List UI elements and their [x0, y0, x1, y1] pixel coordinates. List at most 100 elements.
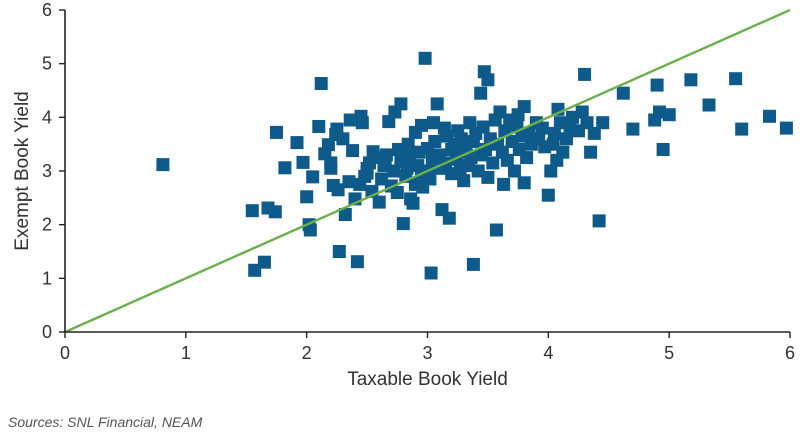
data-point [300, 190, 314, 204]
y-tick-label: 0 [42, 322, 52, 342]
data-point [584, 145, 598, 159]
data-point [626, 122, 640, 136]
data-point [336, 132, 350, 146]
data-point [278, 161, 292, 175]
x-tick-label: 3 [422, 343, 432, 363]
data-point [508, 164, 521, 178]
data-point [427, 116, 440, 130]
data-point [763, 109, 776, 123]
data-point [520, 151, 534, 165]
data-point [343, 113, 357, 127]
data-point [406, 196, 420, 210]
data-point [481, 170, 495, 184]
y-tick-label: 6 [42, 0, 52, 20]
source-note: Sources: SNL Financial, NEAM [8, 414, 203, 430]
data-point [379, 148, 393, 162]
y-tick-label: 5 [42, 54, 52, 74]
data-point [350, 255, 364, 269]
y-tick-label: 3 [42, 161, 52, 181]
data-point [396, 217, 410, 231]
data-point [401, 137, 415, 151]
tick-labels: 0 1 2 3 4 5 6 0 1 2 3 4 5 6 [42, 0, 795, 363]
x-tick-label: 6 [785, 343, 795, 363]
data-point [457, 174, 471, 188]
data-point [592, 214, 606, 228]
data-point [476, 120, 490, 134]
data-point [575, 105, 589, 119]
data-point [500, 153, 514, 167]
data-point [535, 121, 549, 135]
data-point [324, 156, 338, 170]
data-point [662, 108, 676, 122]
reference-line [64, 8, 791, 334]
data-point [466, 257, 480, 271]
data-point [346, 144, 360, 158]
data-point [580, 116, 594, 130]
x-tick-label: 1 [181, 343, 191, 363]
data-point [517, 176, 531, 190]
y-axis-title: Exempt Book Yield [12, 91, 33, 250]
data-point [290, 136, 304, 150]
data-point [547, 126, 561, 140]
data-point [332, 245, 346, 258]
data-point [394, 97, 408, 111]
data-point [729, 72, 743, 86]
y-tick-label: 4 [42, 107, 52, 127]
data-point [312, 120, 326, 133]
data-point [616, 86, 630, 100]
data-point [257, 255, 271, 269]
data-point [424, 266, 438, 280]
x-tick-label: 0 [60, 343, 70, 363]
data-point [268, 205, 282, 219]
data-point [735, 122, 749, 136]
data-point [684, 73, 698, 87]
axes [59, 9, 791, 338]
data-point [578, 67, 592, 81]
data-point [303, 223, 317, 237]
data-point [314, 77, 328, 90]
data-point [481, 73, 495, 87]
data-point [596, 116, 610, 130]
x-tick-label: 2 [302, 343, 312, 363]
x-tick-label: 4 [543, 343, 553, 363]
data-point [270, 125, 283, 139]
data-point [372, 195, 386, 209]
data-point [342, 175, 356, 189]
data-point [587, 126, 601, 140]
points-layer [156, 51, 793, 280]
data-point [702, 98, 716, 112]
data-point [306, 170, 320, 184]
data-point [463, 116, 477, 130]
data-point [544, 164, 558, 178]
data-point [560, 132, 573, 146]
data-point [338, 208, 352, 221]
data-point [418, 51, 432, 65]
y-tick-label: 1 [42, 268, 52, 288]
data-point [390, 186, 404, 199]
x-axis-title: Taxable Book Yield [347, 369, 508, 390]
y-tick-label: 2 [42, 215, 52, 235]
data-point [415, 118, 428, 132]
data-point [355, 116, 369, 130]
data-point [779, 121, 793, 135]
data-point [428, 135, 442, 148]
data-point [400, 161, 414, 175]
data-point [156, 158, 170, 172]
x-tick-label: 5 [664, 343, 674, 363]
data-point [497, 177, 511, 191]
scatter-chart: 0 1 2 3 4 5 6 0 1 2 3 4 5 6 Taxable Book Yield Exempt… [12, 0, 795, 390]
data-point [486, 156, 500, 170]
data-point [442, 211, 456, 225]
data-point [331, 183, 345, 197]
data-point [321, 138, 335, 152]
data-point [296, 155, 310, 169]
data-point [423, 172, 437, 186]
data-point [474, 86, 488, 100]
data-point [517, 100, 531, 114]
data-point [245, 204, 259, 218]
data-point [656, 143, 670, 156]
data-point [541, 188, 555, 202]
data-point [556, 145, 570, 159]
data-point [430, 97, 444, 111]
data-point [489, 223, 503, 237]
